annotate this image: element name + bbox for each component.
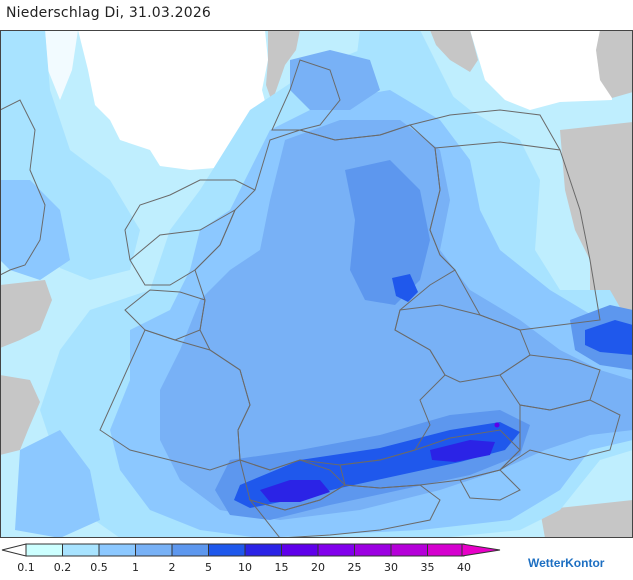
legend-swatch-5 xyxy=(208,543,246,557)
legend-tick-label: 20 xyxy=(311,561,325,574)
country-borders xyxy=(0,59,621,538)
coast-uk xyxy=(0,99,46,276)
dry-area-baltic xyxy=(470,30,612,110)
precip-2-east xyxy=(345,160,430,305)
legend-tick-label: 30 xyxy=(384,561,398,574)
legend-tick-label: 2 xyxy=(168,561,176,574)
legend-arrow-left xyxy=(1,543,27,557)
outside-land-southeast xyxy=(540,500,633,538)
color-legend: 0.1 0.2 0.5 1 2 5 10 15 20 25 30 35 40 xyxy=(0,540,633,580)
legend-swatch-2 xyxy=(98,543,136,557)
precip-5-poland xyxy=(585,320,633,355)
dry-area-north-sea xyxy=(78,30,270,170)
wetterkontor-logo: WetterKontor xyxy=(528,556,605,570)
legend-tick-label: 1 xyxy=(132,561,139,574)
outside-land-denmark xyxy=(266,30,300,102)
legend-tick-label: 0.2 xyxy=(53,561,72,574)
precip-15-spot xyxy=(494,422,500,428)
precip-1-north xyxy=(290,50,380,110)
legend-tick-label: 0.1 xyxy=(17,561,35,574)
precip-5-core xyxy=(392,274,418,302)
border-hungary xyxy=(499,399,621,471)
precipitation-map[interactable] xyxy=(0,30,633,538)
page-title: Niederschlag Di, 31.03.2026 xyxy=(6,5,212,21)
precip-10-alps-east xyxy=(430,440,495,462)
outside-land-sweden-east xyxy=(596,30,633,98)
outside-land-uk xyxy=(0,280,52,348)
legend-swatch-6 xyxy=(244,543,282,557)
legend-tick-label: 25 xyxy=(347,561,362,574)
legend-tick-label: 5 xyxy=(205,561,212,574)
legend-tick-label: 0.5 xyxy=(90,561,108,574)
legend-swatch-10 xyxy=(390,543,428,557)
coast-baltic xyxy=(299,109,561,151)
border-netherlands xyxy=(129,208,237,286)
legend-swatch-8 xyxy=(317,543,355,557)
legend-swatch-0 xyxy=(25,543,63,557)
precip-0-5-west xyxy=(0,180,70,280)
border-slovenia xyxy=(459,469,521,501)
legend-tick-label: 10 xyxy=(238,561,252,574)
legend-swatch-7 xyxy=(281,543,319,557)
legend-arrow-right xyxy=(461,543,501,557)
outside-land-sweden xyxy=(430,30,478,72)
precip-10-alps xyxy=(260,480,330,502)
outside-land-poland-east xyxy=(560,122,633,330)
legend-swatch-4 xyxy=(171,543,209,557)
legend-bar xyxy=(1,543,501,557)
precip-0-5-sw xyxy=(15,430,100,538)
legend-swatch-11 xyxy=(427,543,465,557)
border-denmark xyxy=(271,59,341,131)
legend-tick-label: 15 xyxy=(274,561,289,574)
legend-swatch-1 xyxy=(62,543,100,557)
legend-tick-label: 40 xyxy=(457,561,471,574)
outside-land-france-west xyxy=(0,375,40,455)
border-poland xyxy=(429,141,601,331)
coast-northsea xyxy=(124,179,256,261)
legend-tick-label: 35 xyxy=(420,561,435,574)
border-france xyxy=(99,329,251,471)
legend-swatch-3 xyxy=(135,543,173,557)
border-italy xyxy=(248,484,441,538)
legend-swatch-9 xyxy=(354,543,392,557)
dry-area-west xyxy=(45,30,78,100)
